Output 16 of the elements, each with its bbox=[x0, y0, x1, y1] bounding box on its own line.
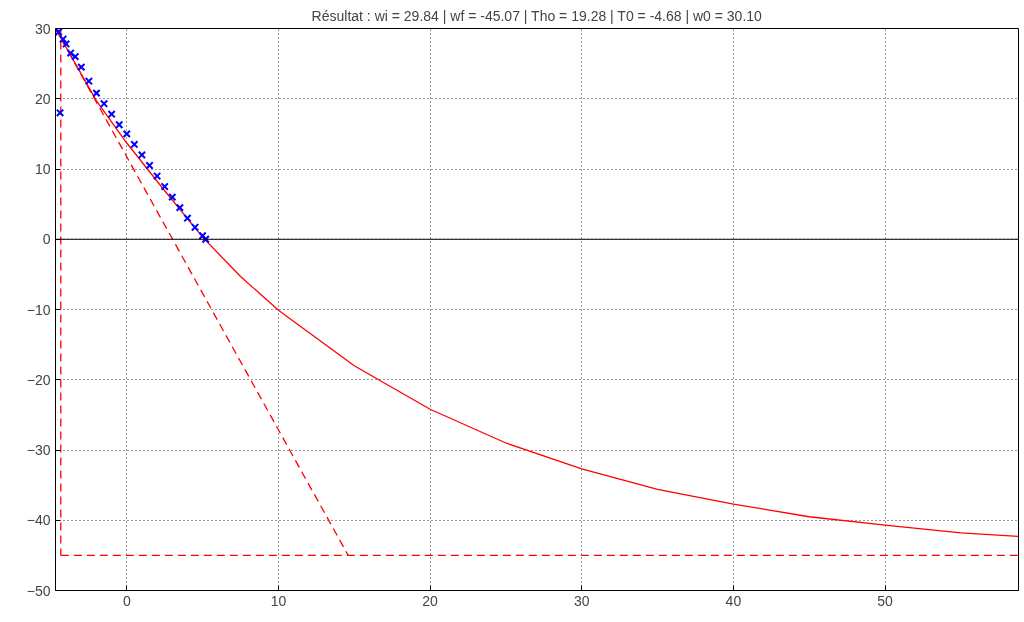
y-tick-label: 30 bbox=[34, 20, 51, 37]
y-tick-label: 0 bbox=[42, 231, 51, 248]
chart-title: Résultat : wi = 29.84 | wf = -45.07 | Tho = 19.28 | T0 = -4.68 | w0 = 30.10 bbox=[311, 7, 763, 24]
x-tick-label: 40 bbox=[725, 592, 742, 609]
x-tick-label: 30 bbox=[573, 592, 590, 609]
y-tick-label: 10 bbox=[34, 161, 51, 177]
x-tick-label: 50 bbox=[877, 592, 894, 609]
y-tick-label: 20 bbox=[34, 90, 51, 107]
y-tick-label: −30 bbox=[26, 442, 51, 458]
x-tick-label: 10 bbox=[270, 592, 287, 609]
y-tick-label: −40 bbox=[26, 512, 51, 529]
x-tick-label: 20 bbox=[422, 592, 439, 609]
y-tick-label: −20 bbox=[26, 371, 51, 388]
y-tick-label: −10 bbox=[26, 301, 51, 318]
y-tick-label: −50 bbox=[26, 582, 51, 599]
x-tick-label: 0 bbox=[122, 592, 131, 609]
